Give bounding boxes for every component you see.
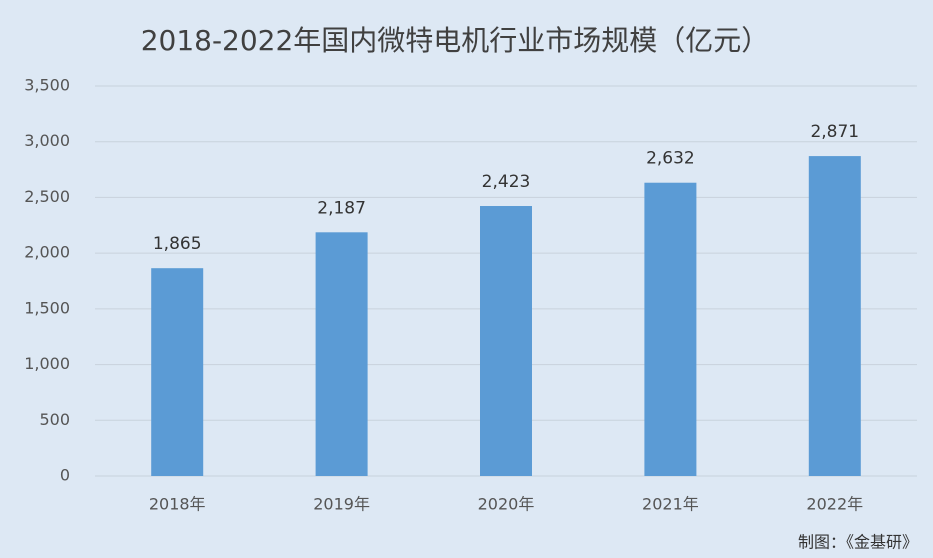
y-tick-label: 0	[60, 466, 70, 485]
y-tick-label: 1,500	[24, 298, 70, 317]
x-tick-label: 2018年	[149, 495, 206, 514]
value-label: 1,865	[153, 234, 202, 254]
bar	[480, 206, 532, 476]
y-tick-label: 3,500	[24, 76, 70, 95]
x-tick-label: 2020年	[478, 495, 535, 514]
x-tick-label: 2019年	[313, 495, 370, 514]
bar	[644, 182, 697, 476]
y-tick-label: 1,000	[24, 354, 70, 373]
bar	[315, 232, 368, 476]
source-note: 制图：《金基研》	[798, 533, 918, 552]
value-label: 2,423	[482, 172, 531, 192]
chart-title: 2018-2022年国内微特电机行业市场规模（亿元）	[141, 24, 770, 57]
y-tick-label: 500	[39, 410, 70, 429]
x-tick-label: 2021年	[642, 495, 699, 514]
x-tick-label: 2022年	[806, 495, 863, 514]
bar	[151, 268, 204, 476]
value-label: 2,187	[317, 198, 366, 218]
y-tick-label: 2,500	[24, 187, 70, 206]
bar	[808, 156, 861, 477]
y-tick-label: 2,000	[24, 243, 70, 262]
y-tick-label: 3,000	[24, 131, 70, 150]
value-label: 2,632	[646, 149, 695, 169]
value-label: 2,871	[810, 122, 859, 142]
